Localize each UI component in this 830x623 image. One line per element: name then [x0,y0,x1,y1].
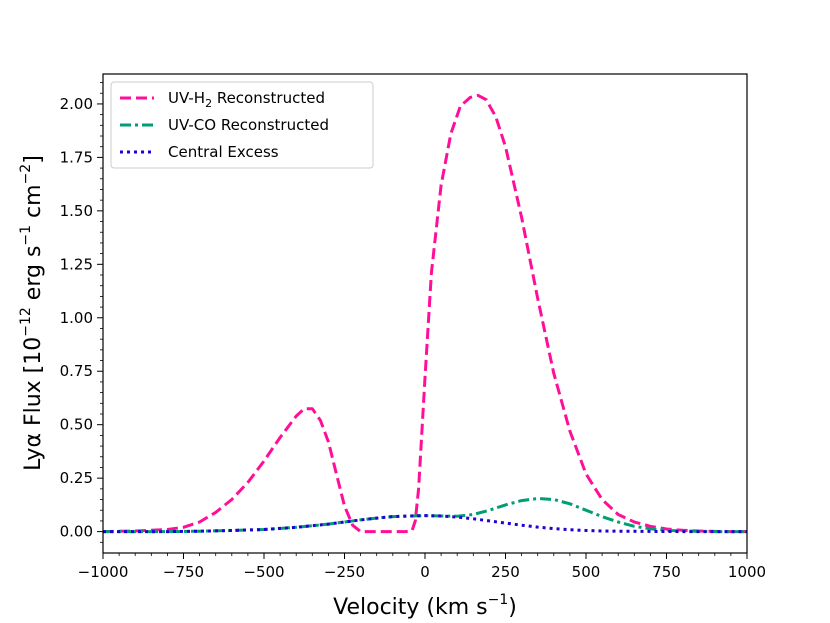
y-tick-label: 0.75 [60,362,93,380]
x-tick-label: −250 [324,563,365,581]
legend-label-uv-h2: UV-H2 Reconstructed [168,89,325,110]
x-tick-label: −750 [163,563,204,581]
y-tick-label: 1.50 [60,202,93,220]
x-tick-label: −1000 [78,563,129,581]
x-axis-title: Velocity (km s−1) [333,592,517,620]
x-tick-label: 250 [491,563,520,581]
y-tick-label: 1.00 [60,309,93,327]
x-tick-label: 1000 [728,563,766,581]
y-axis-title: Lyα Flux [10−12 erg s−1 cm−2] [18,155,46,471]
y-axis: 0.00 0.25 0.50 0.75 1.00 1.25 1.50 1.75 2.00 [60,82,103,543]
x-tick-label: 750 [652,563,681,581]
y-tick-label: 0.00 [60,523,93,541]
x-tick-label: 500 [572,563,601,581]
y-tick-label: 0.50 [60,416,93,434]
series-line-uv-co-reconstructed [103,497,747,534]
legend: UV-H2 Reconstructed UV-CO Reconstructed … [110,81,374,169]
legend-box [110,81,374,169]
series-line-uv-h-reconstructed [102,93,747,534]
y-tick-label: 1.25 [60,255,93,273]
y-tick-label: 0.25 [60,469,93,487]
x-tick-label: 0 [420,563,430,581]
y-tick-label: 2.00 [60,95,93,113]
y-tick-label: 1.75 [60,148,93,166]
x-tick-label: −500 [243,563,284,581]
legend-label-uv-co: UV-CO Reconstructed [168,116,329,134]
legend-label-central-excess: Central Excess [168,143,279,161]
x-axis: −1000 −750 −500 −250 0 250 500 750 1000 [78,553,766,581]
series-line-central-excess [103,514,747,534]
series-layer [102,93,747,534]
